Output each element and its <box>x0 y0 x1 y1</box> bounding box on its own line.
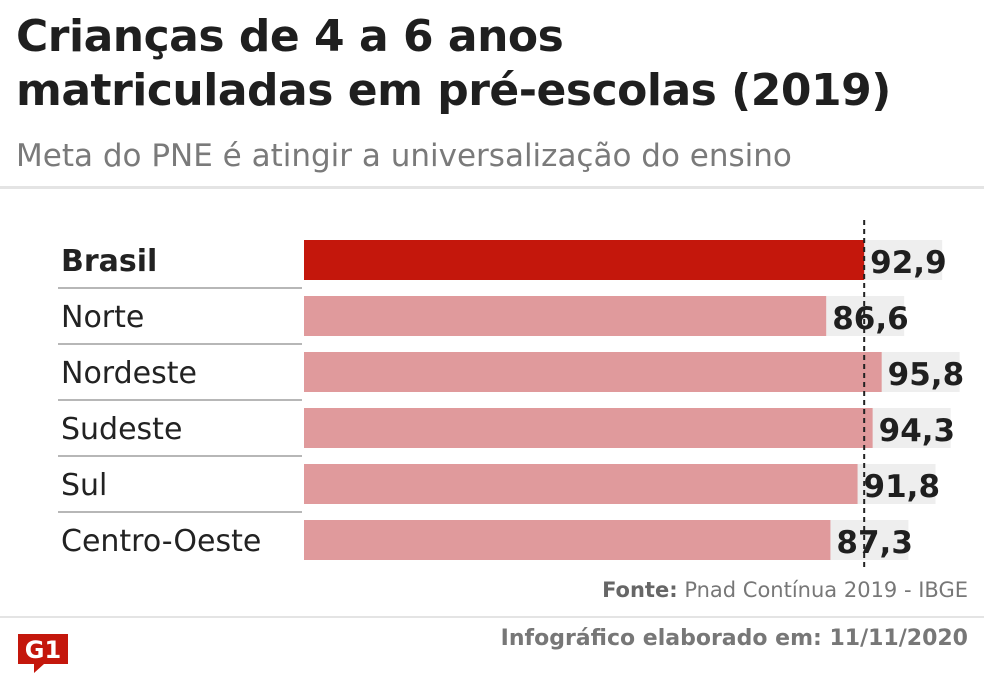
category-label: Norte <box>61 300 144 335</box>
source-text: Pnad Contínua 2019 - IBGE <box>684 578 968 602</box>
bar <box>304 520 831 560</box>
value-label: 86,6 <box>832 301 909 337</box>
value-label: 94,3 <box>879 413 956 449</box>
chart-title-line-1: Crianças de 4 a 6 anos <box>16 11 564 62</box>
g1-logo: G1 <box>18 634 68 673</box>
value-label: 92,9 <box>870 245 947 281</box>
bar <box>304 464 858 504</box>
value-label: 87,3 <box>836 525 913 561</box>
source-note: Fonte: Pnad Contínua 2019 - IBGE <box>602 578 968 602</box>
category-label: Brasil <box>61 244 157 279</box>
chart-title: Crianças de 4 a 6 anos matriculadas em p… <box>16 10 891 118</box>
chart-subtitle: Meta do PNE é atingir a universalização … <box>16 138 792 174</box>
bar <box>304 296 827 336</box>
category-label: Nordeste <box>61 356 197 391</box>
footer-divider <box>0 616 984 618</box>
bar <box>304 408 873 448</box>
category-label: Sul <box>61 468 107 503</box>
source-label: Fonte: <box>602 578 678 602</box>
value-label: 91,8 <box>864 469 941 505</box>
bar <box>304 352 882 392</box>
chart-title-line-2: matriculadas em pré-escolas (2019) <box>16 65 891 116</box>
value-label: 95,8 <box>888 357 965 393</box>
credit-note: Infográfico elaborado em: 11/11/2020 <box>500 626 968 651</box>
g1-logo-text: G1 <box>25 636 61 664</box>
header-divider <box>0 186 984 189</box>
bar-chart: Brasil 92,9 Norte 86,6 Nordeste 95,8 Sudeste 94… <box>58 220 965 570</box>
bar-highlight <box>304 240 865 280</box>
category-label: Centro-Oeste <box>61 524 261 559</box>
category-label: Sudeste <box>61 412 182 447</box>
